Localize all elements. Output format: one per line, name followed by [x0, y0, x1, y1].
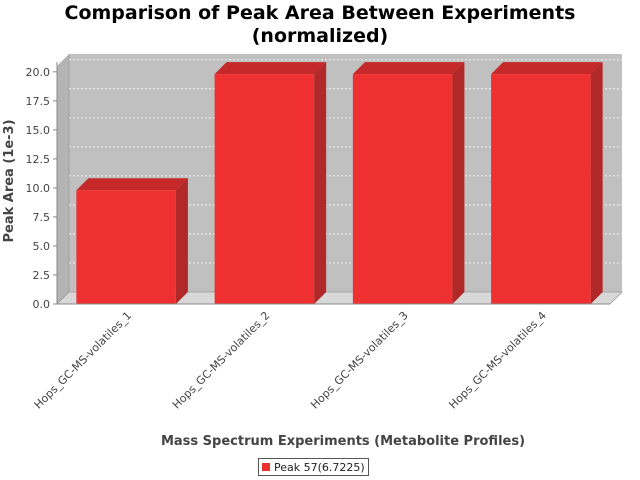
y-axis-ticks: 0.0 2.5 5.0 7.5 10.0 12.5 15.0 17.5 20.0 [26, 66, 57, 311]
bar-3 [352, 74, 453, 304]
y-tick-label-6: 15.0 [26, 124, 51, 137]
x-tick-label-3: Hops_GC-MS-volatiles_3 [308, 309, 411, 412]
axes [56, 62, 610, 305]
y-axis-label: Peak Area (1e-3) [2, 119, 17, 242]
bar-side-1 [175, 178, 188, 304]
y-tick-label-7: 17.5 [26, 95, 51, 108]
x-axis-label: Mass Spectrum Experiments (Metabolite Pr… [161, 434, 525, 449]
y-tick-label-8: 20.0 [26, 66, 51, 79]
y-tick-label-2: 5.0 [33, 240, 51, 253]
x-tick-label-2: Hops_GC-MS-volatiles_2 [170, 309, 273, 412]
bar-4 [491, 74, 591, 304]
legend-swatch [262, 463, 270, 471]
x-tick-label-4: Hops_GC-MS-volatiles_4 [446, 309, 549, 412]
bar-top-4 [491, 62, 603, 75]
chart-title-line-1: Comparison of Peak Area Between Experime… [64, 2, 576, 24]
bar-side-3 [452, 62, 465, 304]
bar-side-2 [314, 62, 327, 304]
bars [76, 62, 603, 304]
legend: Peak 57(6.7225) [258, 458, 369, 476]
bar-1 [76, 190, 176, 304]
y-tick-label-5: 12.5 [26, 153, 51, 166]
bar-top-3 [352, 62, 465, 75]
bar-top-2 [214, 62, 327, 75]
y-tick-label-0: 0.0 [33, 298, 51, 311]
bar-2 [214, 74, 315, 304]
x-tick-label-1: Hops_GC-MS-volatiles_1 [32, 309, 135, 412]
legend-label: Peak 57(6.7225) [274, 460, 365, 474]
plot-left-wall [57, 54, 69, 304]
x-axis-ticks: Hops_GC-MS-volatiles_1 Hops_GC-MS-volatil… [32, 309, 549, 412]
y-tick-label-1: 2.5 [33, 269, 51, 282]
chart-title: Comparison of Peak Area Between Experime… [0, 2, 640, 48]
bar-side-4 [590, 62, 603, 304]
y-tick-label-4: 10.0 [26, 182, 51, 195]
chart-title-line-2: (normalized) [251, 25, 389, 47]
y-tick-label-3: 7.5 [33, 211, 51, 224]
bar-top-1 [76, 178, 188, 191]
